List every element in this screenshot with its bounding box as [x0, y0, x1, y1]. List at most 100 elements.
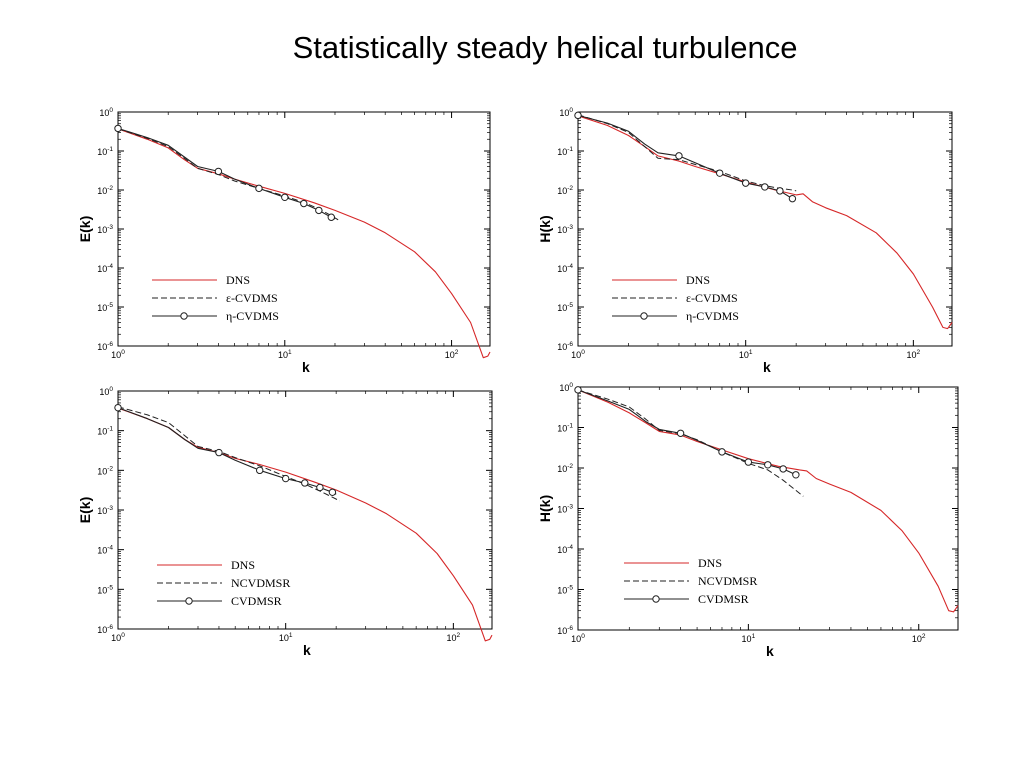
legend: DNS ε-CVDMS η-CVDMS — [612, 273, 739, 323]
data-point-cvdmsr — [316, 483, 324, 492]
data-point-cvdms — [574, 111, 582, 120]
y-axis-title: E(k) — [77, 216, 93, 242]
series-line-dns — [577, 389, 959, 613]
y-tick-label: 10-1 — [97, 426, 113, 437]
series-line-dns — [577, 115, 953, 330]
y-tick-label: 100 — [559, 107, 573, 118]
y-tick-label: 10-3 — [97, 224, 113, 235]
x-tick-label: 101 — [278, 349, 292, 360]
y-tick-label: 10-5 — [97, 584, 113, 595]
y-tick-label: 10-5 — [97, 302, 113, 313]
data-point-cvdms — [214, 167, 223, 176]
y-tick-label: 100 — [99, 386, 113, 397]
slide-title: Statistically steady helical turbulence — [292, 30, 798, 65]
y-tick-label: 10-3 — [97, 505, 113, 516]
y-tick-label: 10-2 — [97, 465, 113, 476]
series-line-cvdms — [577, 114, 793, 200]
x-axis-title: k — [302, 359, 310, 375]
data-point-cvdmsr — [328, 488, 337, 496]
series-line-cvdms — [577, 114, 797, 192]
legend-label-cvdms: η-CVDMS — [686, 309, 739, 323]
x-tick-label: 102 — [445, 349, 459, 360]
y-tick-label: 10-4 — [97, 545, 113, 556]
y-tick-label: 10-2 — [97, 185, 113, 196]
data-point-cvdmsr — [764, 461, 772, 469]
y-tick-label: 10-4 — [97, 263, 113, 274]
x-tick-label: 101 — [742, 633, 756, 644]
series-line-ncvdmsr — [117, 406, 340, 502]
y-tick-label: 10-2 — [557, 463, 573, 474]
legend-label-dns: DNS — [686, 273, 710, 287]
y-axis-title: H(k) — [537, 495, 553, 522]
y-tick-label: 10-6 — [97, 624, 113, 635]
data-point-cvdmsr — [676, 429, 685, 437]
y-tick-label: 10-1 — [557, 423, 573, 434]
y-tick-label: 10-5 — [557, 585, 573, 596]
data-point-cvdmsr — [744, 458, 753, 466]
x-tick-label: 101 — [279, 632, 293, 643]
series-line-dns — [117, 128, 491, 359]
data-point-cvdmsr — [114, 403, 122, 412]
data-point-cvdms — [281, 193, 289, 201]
data-point-cvdms — [788, 194, 797, 203]
x-tick-label: 100 — [111, 349, 125, 360]
y-tick-label: 10-5 — [557, 302, 573, 313]
series-line-ncvdmsr — [577, 389, 804, 497]
y-axis-title: E(k) — [77, 497, 93, 523]
x-axis-title: k — [766, 643, 774, 659]
y-tick-label: 10-6 — [97, 341, 113, 352]
legend-label-dns: DNS — [231, 558, 255, 572]
data-point-cvdms — [315, 206, 323, 215]
x-tick-label: 102 — [447, 632, 461, 643]
legend: DNS NCVDMSR CVDMSR — [624, 556, 757, 606]
x-tick-label: 101 — [739, 349, 753, 360]
data-point-cvdms — [741, 179, 750, 187]
y-tick-label: 10-1 — [557, 146, 573, 157]
legend-label-cvdms: ε-CVDMS — [226, 291, 278, 305]
data-point-cvdms — [716, 169, 724, 177]
plot-frame — [117, 111, 491, 347]
legend-label-dns: DNS — [226, 273, 250, 287]
legend: DNS ε-CVDMS η-CVDMS — [152, 273, 279, 323]
y-axis-title: H(k) — [537, 215, 553, 242]
data-point-cvdmsr — [718, 448, 726, 456]
y-tick-label: 10-4 — [557, 544, 573, 555]
legend-label-ncvdmsr: NCVDMSR — [231, 576, 290, 590]
data-point-cvdmsr — [256, 466, 264, 475]
series-line-dns — [117, 407, 493, 642]
data-point-cvdmsr — [779, 465, 787, 473]
y-tick-label: 10-1 — [97, 146, 113, 157]
legend-label-cvdms: ε-CVDMS — [686, 291, 738, 305]
data-point-cvdmsr — [281, 474, 290, 483]
x-tick-label: 100 — [571, 349, 585, 360]
legend-label-dns: DNS — [698, 556, 722, 570]
x-axis-title: k — [763, 359, 771, 375]
y-tick-label: 10-3 — [557, 504, 573, 515]
y-tick-label: 10-2 — [557, 185, 573, 196]
y-tick-label: 10-6 — [557, 341, 573, 352]
x-tick-label: 102 — [907, 349, 921, 360]
legend-label-cvdmsr: CVDMSR — [698, 592, 749, 606]
legend-label-ncvdmsr: NCVDMSR — [698, 574, 757, 588]
y-tick-label: 10-3 — [557, 224, 573, 235]
data-point-cvdms — [114, 124, 122, 133]
x-tick-label: 100 — [571, 633, 585, 644]
legend-label-cvdmsr: CVDMSR — [231, 594, 282, 608]
legend-marker-cvdmsr — [652, 595, 660, 603]
data-point-cvdmsr — [574, 386, 582, 394]
legend-label-cvdms: η-CVDMS — [226, 309, 279, 323]
x-tick-label: 102 — [912, 633, 926, 644]
data-point-cvdmsr — [792, 471, 800, 479]
x-axis-title: k — [303, 642, 311, 658]
y-tick-label: 10-4 — [557, 263, 573, 274]
plot-frame — [577, 111, 953, 347]
data-point-cvdms — [255, 184, 263, 193]
x-tick-label: 100 — [111, 632, 125, 643]
legend-marker-cvdms — [640, 312, 648, 320]
legend: DNS NCVDMSR CVDMSR — [157, 558, 290, 608]
y-tick-label: 10-6 — [557, 625, 573, 636]
